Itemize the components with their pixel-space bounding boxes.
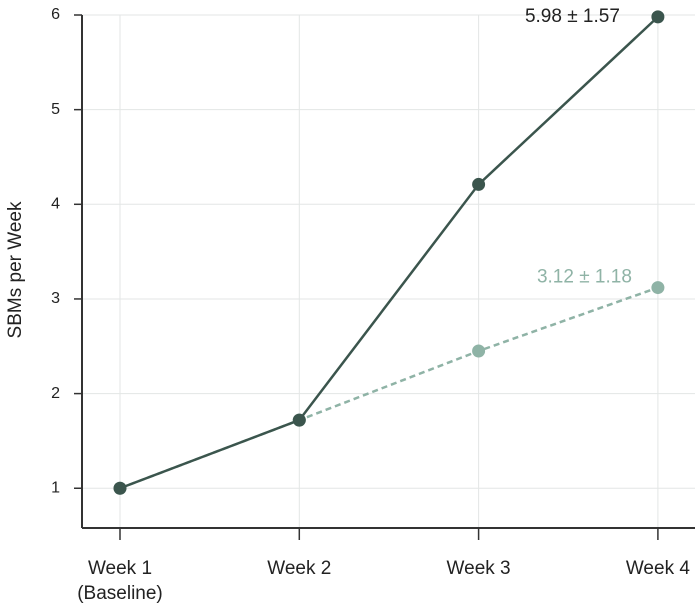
data-point (292, 413, 306, 427)
data-point (472, 177, 486, 191)
value-label: 5.98 ± 1.57 (525, 6, 620, 27)
data-point (113, 481, 127, 495)
x-tick-label: Week 4 (625, 558, 690, 579)
value-label: 3.12 ± 1.18 (537, 267, 632, 288)
data-point (472, 344, 486, 358)
y-tick-label: 4 (51, 196, 60, 213)
y-axis-title: SBMs per Week (5, 201, 26, 338)
series-line (119, 15, 659, 490)
y-tick-label: 5 (51, 101, 60, 118)
data-point (651, 281, 665, 295)
y-tick-label: 3 (51, 290, 60, 307)
x-tick-label: Week 3 (446, 558, 511, 579)
y-tick-label: 1 (51, 479, 60, 496)
y-tick-label: 2 (51, 385, 60, 402)
y-tick-label: 6 (51, 6, 60, 23)
data-point (651, 10, 665, 24)
x-tick-label: Week 1 (Baseline) (77, 558, 163, 604)
x-tick-label: Week 2 (267, 558, 332, 579)
